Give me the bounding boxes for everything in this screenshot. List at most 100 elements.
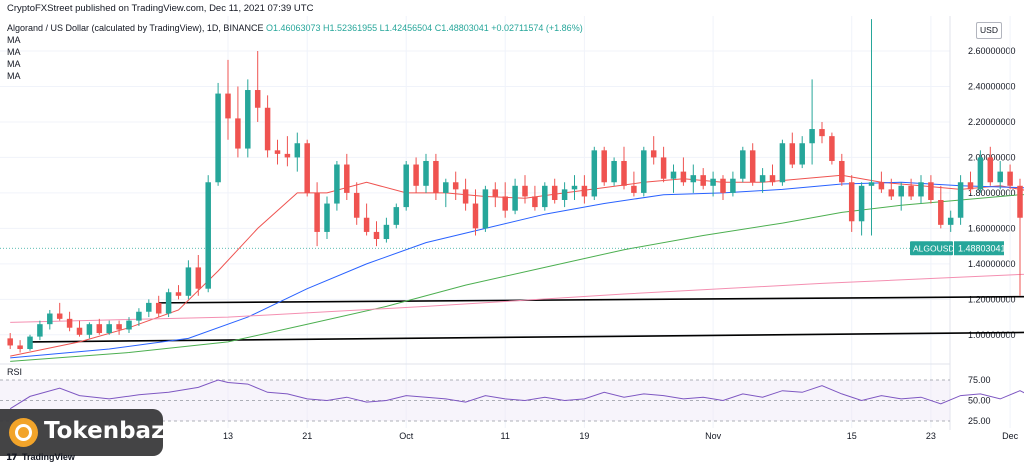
ma-indicator-2[interactable]: MA (7, 47, 21, 57)
candle-body (532, 196, 538, 208)
candle-body (37, 324, 43, 337)
rsi-indicator-label[interactable]: RSI (7, 367, 23, 377)
candle-body (353, 192, 360, 218)
candle-body (561, 189, 568, 200)
candle-body (947, 217, 954, 225)
candle-body (839, 160, 845, 183)
candle-body (443, 182, 449, 193)
y-tick-label: 1.80000000 (968, 188, 1016, 198)
candle-body (245, 90, 251, 149)
ma-indicator-3[interactable]: MA (7, 59, 21, 69)
candle-body (136, 311, 142, 321)
tradingview-brand[interactable]: 17 TradingView (6, 452, 75, 463)
candle-body (938, 200, 944, 225)
candle-body (254, 90, 261, 108)
candle-body (334, 164, 340, 204)
candle-body (66, 318, 73, 328)
candle-body (631, 185, 637, 193)
x-tick-label: Dec (1002, 431, 1019, 441)
candle-body (264, 107, 271, 151)
candle-body (700, 175, 706, 186)
candle-body (284, 153, 291, 158)
candle-body (185, 267, 192, 296)
candle-body (809, 129, 815, 144)
candle-body (858, 185, 865, 222)
candle-body (56, 313, 63, 319)
candle-body (205, 182, 211, 289)
candle-body (928, 182, 934, 200)
candle-body (997, 171, 1003, 183)
rsi-level-label: 25.00 (968, 416, 991, 426)
candle-body (47, 313, 53, 325)
candle-body (710, 178, 716, 186)
candle-body (363, 217, 370, 232)
x-tick-label: 21 (302, 431, 312, 441)
candle-body (17, 345, 23, 349)
candle-body (482, 189, 489, 229)
candle-body (76, 327, 83, 335)
candle-body (987, 157, 994, 183)
ma-indicator-4[interactable]: MA (7, 71, 21, 81)
y-tick-label: 2.20000000 (968, 117, 1016, 127)
candle-body (611, 160, 617, 183)
candle-body (551, 185, 558, 200)
x-tick-label: 19 (579, 431, 589, 441)
candle-body (591, 150, 598, 197)
candle-body (274, 150, 281, 154)
rsi-line (9, 379, 1024, 410)
candle-body (690, 175, 697, 183)
candle-body (740, 150, 746, 179)
candle-body (819, 129, 825, 137)
last-price-tag: 1.48803041 (958, 244, 1006, 254)
x-tick-label: 15 (847, 431, 857, 441)
candle-body (977, 157, 984, 190)
candle-body (373, 231, 380, 240)
symbol-tag: ALGOUSD (913, 244, 955, 254)
support-line (158, 295, 1024, 304)
candle-body (888, 189, 895, 197)
candle-body (967, 182, 974, 190)
candle-body (769, 175, 776, 183)
candle-body (868, 182, 875, 186)
candle-body (235, 118, 241, 149)
tradingview-logo-icon: 17 (6, 453, 17, 463)
rsi-level-label: 50.00 (968, 396, 991, 406)
candle-body (324, 203, 330, 232)
legend: Algorand / US Dollar (calculated by Trad… (7, 22, 583, 82)
candle-body (621, 160, 627, 186)
candle-body (542, 185, 548, 208)
candle-body (601, 150, 607, 183)
ma-line-4 (10, 273, 1024, 323)
candle-body (680, 171, 687, 183)
candle-body (759, 175, 766, 183)
ma-indicator-1[interactable]: MA (7, 35, 21, 45)
candle-body (472, 203, 479, 229)
candle-body (215, 93, 221, 183)
candle-body (502, 196, 508, 211)
candle-body (403, 164, 409, 208)
tokenbaz-watermark: Tokenbaz (0, 409, 165, 456)
candle-body (393, 207, 400, 225)
open-value: O1.46063073 (265, 23, 321, 33)
change-value: +0.02711574 (+1.86%) (491, 23, 583, 33)
candle-body (1007, 171, 1013, 186)
candle-body (314, 192, 320, 232)
candle-body (86, 324, 93, 335)
candle-body (571, 185, 578, 190)
x-tick-label: 11 (501, 431, 510, 441)
currency-button[interactable]: USD (976, 22, 1002, 39)
y-tick-label: 2.60000000 (968, 46, 1016, 56)
y-tick-label: 1.60000000 (968, 223, 1016, 233)
tradingview-name: TradingView (22, 452, 75, 462)
candle-body (175, 292, 182, 296)
candle-body (512, 185, 518, 211)
candle-body (452, 182, 459, 190)
y-tick-label: 1.20000000 (968, 294, 1016, 304)
watermark-name: Tokenbaz (44, 418, 165, 444)
candle-body (918, 182, 924, 197)
candle-body (829, 136, 835, 161)
candle-body (670, 171, 677, 179)
low-value: L1.42456504 (379, 23, 433, 33)
candle-body (789, 143, 796, 165)
candle-body (730, 178, 736, 193)
